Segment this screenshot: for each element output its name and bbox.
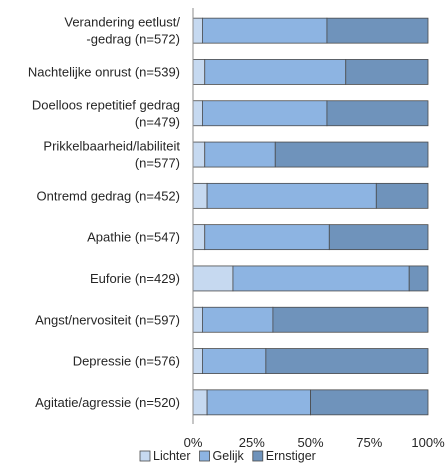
category-label-8: Depressie (n=576) (73, 354, 180, 369)
bar-segment-gelijk-1 (204, 59, 347, 85)
category-label-3: Prikkelbaarheid/labiliteit (n=577) (43, 139, 180, 171)
category-label-5: Apathie (n=547) (87, 230, 180, 245)
bar-segment-lichter-4 (192, 182, 208, 209)
category-label-1: Nachtelijke onrust (n=539) (28, 64, 180, 79)
bar-segment-lichter-9 (192, 389, 208, 416)
legend: Lichter Gelijk Ernstiger (139, 449, 316, 463)
bar-segment-lichter-6 (192, 265, 234, 292)
bar-segment-gelijk-2 (201, 100, 328, 127)
category-label-9: Agitatie/agressie (n=520) (35, 395, 180, 410)
x-tick-label-0: 0% (184, 435, 203, 450)
bar-segment-lichter-1 (192, 59, 206, 85)
bar-segment-ernstiger-1 (345, 59, 429, 85)
category-label-0: Verandering eetlust/-gedrag (n=572) (64, 15, 180, 47)
bar-segment-gelijk-4 (206, 182, 377, 209)
legend-label-ernstiger: Ernstiger (266, 449, 316, 463)
bar-segment-ernstiger-5 (328, 224, 429, 251)
bar-segment-gelijk-6 (232, 265, 410, 292)
bar-segment-gelijk-5 (204, 224, 330, 251)
legend-label-lichter: Lichter (153, 449, 191, 463)
category-labels: Verandering eetlust/-gedrag (n=572) Nacht… (28, 15, 180, 410)
category-label-2: Doelloos repetitief gedrag (n=479) (32, 97, 180, 129)
bar-segment-ernstiger-0 (326, 17, 429, 44)
legend-label-gelijk: Gelijk (213, 449, 245, 463)
x-axis: 0% 25% 50% 75% 100% (184, 8, 445, 450)
bar-segment-ernstiger-7 (272, 306, 429, 333)
bar-segment-ernstiger-4 (375, 182, 429, 209)
bar-segment-lichter-0 (192, 17, 203, 44)
bar-segment-gelijk-9 (206, 389, 311, 416)
bar-segment-gelijk-7 (201, 306, 274, 333)
bar-segment-gelijk-3 (204, 141, 276, 168)
bar-segment-lichter-8 (192, 348, 203, 374)
bar-segment-gelijk-0 (201, 17, 328, 44)
x-tick-label-1: 25% (239, 435, 265, 450)
x-tick-label-2: 50% (297, 435, 323, 450)
category-label-7: Angst/nervositeit (n=597) (35, 312, 180, 327)
x-tick-label-3: 75% (356, 435, 382, 450)
category-label-4: Ontremd gedrag (n=452) (37, 188, 180, 203)
bar-segment-ernstiger-6 (408, 265, 429, 292)
bars-group (192, 17, 429, 416)
bar-segment-gelijk-8 (201, 348, 267, 374)
legend-swatch-ernstiger (252, 450, 264, 462)
bar-segment-ernstiger-3 (274, 141, 429, 168)
x-tick-label-4: 100% (411, 435, 445, 450)
bar-segment-ernstiger-9 (310, 389, 429, 416)
legend-swatch-gelijk (199, 450, 210, 462)
category-label-6: Euforie (n=429) (90, 271, 180, 286)
legend-swatch-lichter (139, 450, 151, 462)
bar-segment-lichter-2 (192, 100, 203, 127)
bar-segment-lichter-7 (192, 306, 203, 333)
bar-segment-lichter-5 (192, 224, 206, 251)
bar-segment-ernstiger-2 (326, 100, 429, 127)
bar-segment-ernstiger-8 (265, 348, 429, 374)
bar-segment-lichter-3 (192, 141, 206, 168)
